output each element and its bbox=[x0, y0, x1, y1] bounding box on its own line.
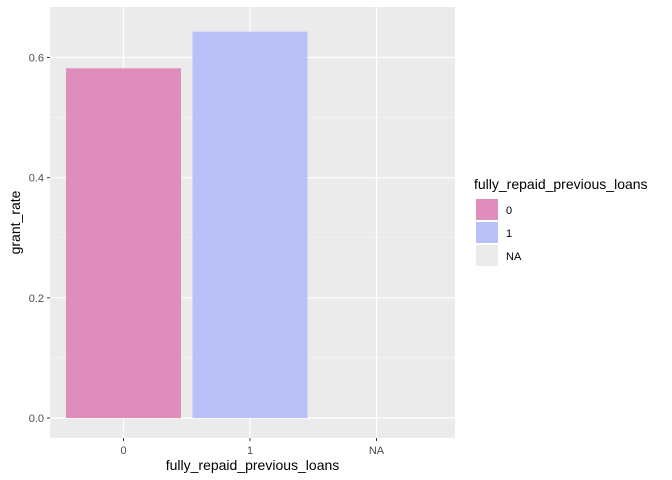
bars bbox=[66, 31, 308, 419]
bar-1 bbox=[192, 31, 308, 419]
y-axis-title: grant_rate bbox=[7, 190, 23, 254]
y-axis: 0.0 0.2 0.4 0.6 bbox=[29, 53, 50, 425]
legend-label-1: 1 bbox=[506, 228, 512, 240]
legend-key-1 bbox=[476, 222, 498, 243]
legend-key-na bbox=[476, 245, 498, 266]
legend-title: fully_repaid_previous_loans bbox=[474, 176, 648, 192]
legend: fully_repaid_previous_loans 0 1 NA bbox=[474, 176, 648, 266]
x-axis-title: fully_repaid_previous_loans bbox=[166, 457, 340, 473]
y-tick-label: 0.4 bbox=[29, 173, 44, 185]
y-tick-label: 0.2 bbox=[29, 293, 44, 305]
x-tick-label: 1 bbox=[247, 445, 253, 457]
bar-0 bbox=[66, 68, 181, 418]
legend-key-0 bbox=[476, 199, 498, 220]
x-tick-label: 0 bbox=[120, 445, 126, 457]
y-tick-label: 0.0 bbox=[29, 413, 44, 425]
legend-label-na: NA bbox=[506, 251, 522, 263]
legend-label-0: 0 bbox=[506, 205, 512, 217]
x-tick-label: NA bbox=[369, 445, 385, 457]
x-axis: 0 1 NA bbox=[120, 438, 385, 457]
y-tick-label: 0.6 bbox=[29, 53, 44, 65]
